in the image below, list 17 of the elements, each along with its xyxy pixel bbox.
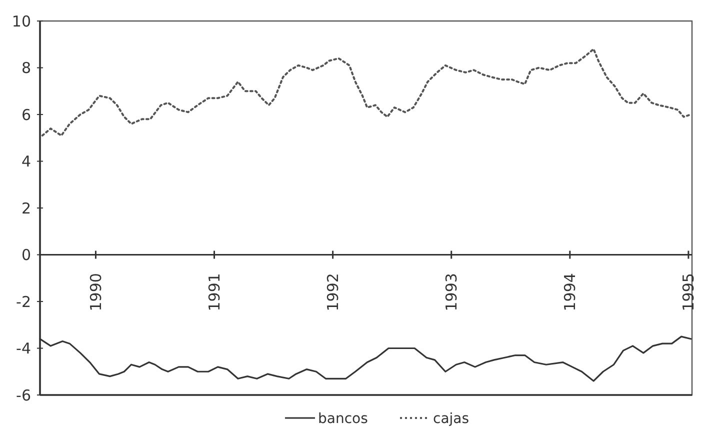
x-tick-label: 1995: [680, 273, 698, 312]
y-tick-label: 4: [21, 152, 31, 170]
y-tick-label: -6: [16, 386, 31, 404]
legend-label: cajas: [433, 410, 470, 427]
x-tick-label: 1994: [561, 273, 580, 312]
legend-label: bancos: [318, 410, 368, 427]
x-tick-label: 1992: [324, 273, 342, 312]
y-tick-label: 10: [12, 12, 31, 30]
x-tick-label: 1990: [86, 273, 105, 312]
y-tick-label: -2: [16, 292, 31, 311]
y-tick-label: 2: [21, 199, 31, 218]
x-tick-label: 1993: [442, 273, 461, 312]
y-tick-label: 6: [21, 106, 31, 124]
y-tick-label: 8: [21, 59, 31, 77]
y-tick-label: 0: [21, 246, 31, 264]
y-tick-label: -4: [16, 340, 31, 358]
x-tick-label: 1991: [206, 273, 224, 312]
